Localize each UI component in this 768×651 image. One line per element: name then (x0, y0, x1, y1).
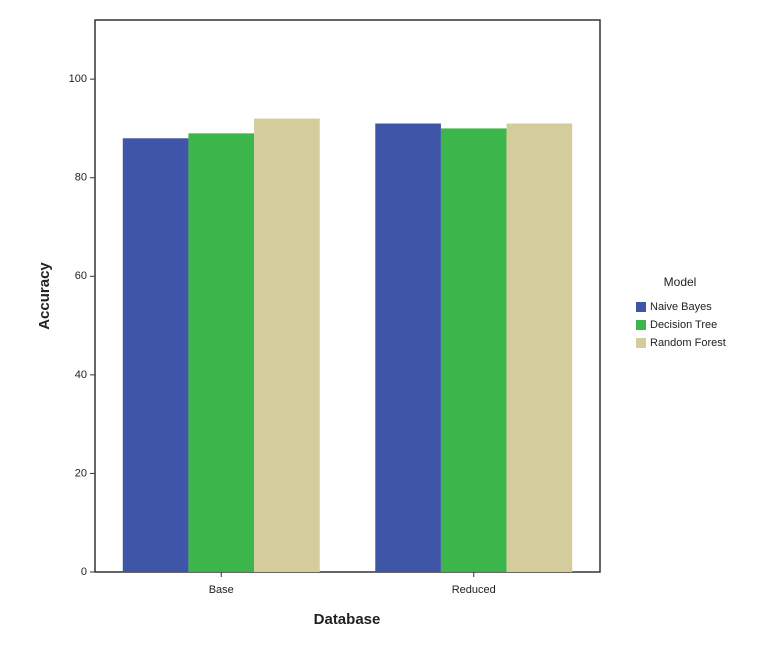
y-tick-label: 100 (69, 73, 87, 85)
bar (188, 133, 255, 572)
legend-swatch (636, 302, 646, 312)
y-tick-label: 0 (81, 566, 87, 578)
y-axis-title: Accuracy (36, 262, 53, 330)
bar (440, 128, 507, 572)
y-tick-label: 40 (75, 369, 87, 381)
bar (375, 123, 441, 572)
legend-title: Model (664, 275, 697, 289)
y-tick-label: 60 (75, 270, 87, 282)
bar (254, 118, 320, 573)
legend-label: Naive Bayes (650, 301, 712, 313)
legend-swatch (636, 338, 646, 348)
legend-label: Random Forest (650, 337, 726, 349)
x-axis-title: Database (314, 611, 381, 628)
legend-swatch (636, 320, 646, 330)
bar (506, 123, 573, 572)
x-tick-label: Base (209, 584, 234, 596)
y-tick-label: 80 (75, 172, 87, 184)
legend-label: Decision Tree (650, 319, 717, 331)
x-tick-label: Reduced (452, 584, 496, 596)
y-tick-label: 20 (75, 467, 87, 479)
bar (122, 138, 189, 573)
